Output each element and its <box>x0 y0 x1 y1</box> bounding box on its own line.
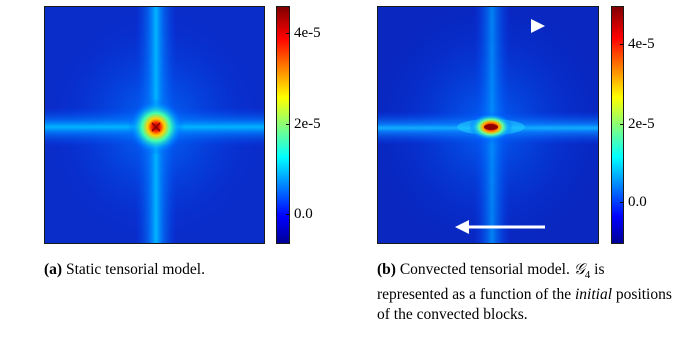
caption-b-emphasis: initial <box>574 286 613 304</box>
colorbar-b-tick-label: 4e-5 <box>628 36 655 52</box>
colorbar-a <box>276 6 290 244</box>
colorbar-b-tick-label: 0.0 <box>628 194 647 210</box>
colorbar-a-tickmark <box>286 33 290 34</box>
colorbar-a-tickmark <box>286 124 290 125</box>
heatmap-a <box>44 6 265 244</box>
heatmap-b <box>377 6 599 244</box>
colorbar-a-tickmark <box>286 214 290 215</box>
colorbar-a-tick-label: 2e-5 <box>294 116 321 132</box>
caption-a-text: Static tensorial model. <box>65 261 205 278</box>
colorbar-b-tickmark <box>620 124 624 125</box>
caption-b-text-3: positions of the convected blocks. <box>377 286 672 324</box>
caption-b-text-2: is represented as a function of the <box>377 261 605 304</box>
caption-b-subscript: 4 <box>584 269 591 282</box>
arrow-left-icon <box>455 220 545 234</box>
colorbar-b-tick-label: 2e-5 <box>628 116 655 132</box>
colorbar-b-tickmark <box>620 202 624 203</box>
colorbar-b <box>611 6 624 244</box>
colorbar-b-tickmark <box>620 44 624 45</box>
colorbar-a-tick-label: 4e-5 <box>294 25 321 41</box>
caption-a-label: (a) <box>44 261 63 278</box>
colorbar-a-tick-label: 0.0 <box>294 206 313 222</box>
caption-b: (b) Convected tensorial model. 𝒢4 is rep… <box>377 260 677 325</box>
caption-b-symbol: 𝒢 <box>573 261 585 278</box>
caption-b-text-1: Convected tensorial model. <box>399 261 574 278</box>
caption-a: (a) Static tensorial model. <box>44 260 334 280</box>
caption-b-label: (b) <box>377 261 396 278</box>
arrow-right-icon <box>457 19 545 33</box>
